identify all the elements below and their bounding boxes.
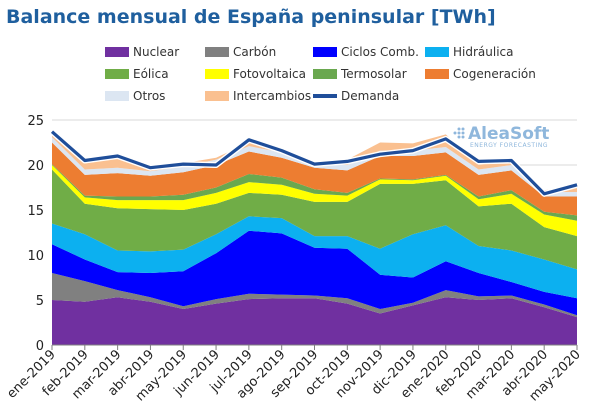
watermark-logo-dot (461, 131, 465, 135)
legend-label-demanda: Demanda (341, 89, 399, 103)
legend-label-intercambios: Intercambios (233, 89, 311, 103)
legend-swatch-cogeneracion (425, 69, 449, 79)
legend-swatch-ciclos-comb (313, 47, 337, 57)
chart-title: Balance mensual de España peninsular [TW… (6, 6, 496, 28)
legend: Nuclear Carbón Ciclos Comb. Hidráulica Eólic… (105, 45, 536, 103)
area-ciclos-comb (52, 230, 577, 316)
y-tick-label: 5 (36, 294, 44, 309)
area-termosolar (52, 164, 577, 221)
watermark-brand: AleaSoft (468, 124, 549, 144)
legend-label-carbon: Carbón (233, 45, 276, 59)
legend-label-otros: Otros (133, 89, 165, 103)
legend-label-hidraulica: Hidráulica (453, 45, 514, 59)
legend-swatch-fotovoltaica (205, 69, 229, 79)
watermark-logo-dot (457, 131, 461, 135)
legend-label-nuclear: Nuclear (133, 45, 179, 59)
watermark-logo-dot (457, 135, 461, 139)
y-tick-label: 15 (27, 204, 44, 219)
area-nuclear (52, 297, 577, 345)
watermark-logo-dot (461, 135, 465, 139)
legend-swatch-eolica (105, 69, 129, 79)
demand-line-group (50, 129, 578, 197)
watermark-logo-dot (453, 131, 457, 135)
y-tick-label: 20 (27, 159, 44, 174)
area-eolica (52, 169, 577, 270)
legend-label-eolica: Eólica (133, 67, 169, 81)
legend-label-fotovoltaica: Fotovoltaica (233, 67, 306, 81)
legend-label-cogeneracion: Cogeneración (453, 67, 536, 81)
legend-label-ciclos-comb: Ciclos Comb. (341, 45, 419, 59)
watermark-tagline: ENERGY FORECASTING (470, 142, 548, 149)
y-tick-label: 10 (27, 249, 44, 264)
legend-swatch-intercambios (205, 91, 229, 101)
area-intercambios (52, 133, 577, 192)
watermark-logo-dot (461, 127, 465, 131)
y-tick-label: 0 (36, 339, 44, 354)
area-cogeneracion (52, 142, 577, 216)
legend-swatch-termosolar (313, 69, 337, 79)
legend-swatch-hidraulica (425, 47, 449, 57)
area-fotovoltaica (52, 165, 577, 237)
legend-swatch-carbon (205, 47, 229, 57)
watermark: AleaSoft ENERGY FORECASTING (453, 124, 549, 149)
legend-swatch-otros (105, 91, 129, 101)
demand-line (50, 130, 578, 196)
y-tick-label: 25 (27, 114, 44, 129)
legend-swatch-nuclear (105, 47, 129, 57)
area-hidraulica (52, 216, 577, 299)
watermark-logo-dot (457, 127, 461, 131)
legend-label-termosolar: Termosolar (340, 67, 407, 81)
